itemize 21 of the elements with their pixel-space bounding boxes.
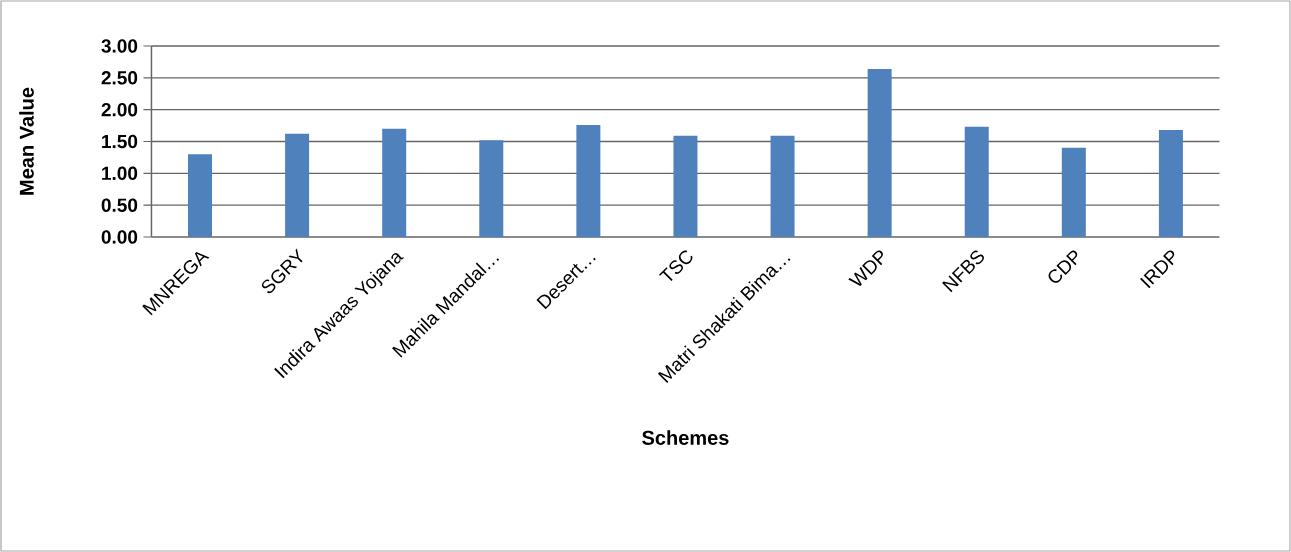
y-tick-label: 0.00 bbox=[101, 230, 138, 244]
x-tick-label: TSC bbox=[659, 250, 693, 281]
bar bbox=[867, 68, 892, 237]
y-tick-label: 2.50 bbox=[101, 71, 138, 85]
bar bbox=[382, 128, 407, 237]
bar bbox=[770, 135, 795, 237]
y-tick-label: 3.00 bbox=[101, 39, 138, 53]
x-axis-title: Schemes bbox=[642, 430, 729, 445]
bar bbox=[285, 133, 310, 237]
bar bbox=[576, 124, 601, 237]
bar bbox=[673, 135, 698, 237]
y-tick-label: 0.50 bbox=[101, 198, 138, 212]
y-axis-title: Mean Value bbox=[19, 87, 34, 195]
bar bbox=[1061, 147, 1086, 237]
y-tick-label: 1.50 bbox=[102, 134, 138, 149]
y-tick-label: 2.00 bbox=[101, 102, 138, 117]
bar bbox=[479, 140, 504, 237]
y-tick-label: 1.00 bbox=[102, 166, 138, 181]
bar bbox=[964, 126, 989, 237]
bar bbox=[1158, 130, 1183, 237]
bar bbox=[188, 154, 212, 237]
